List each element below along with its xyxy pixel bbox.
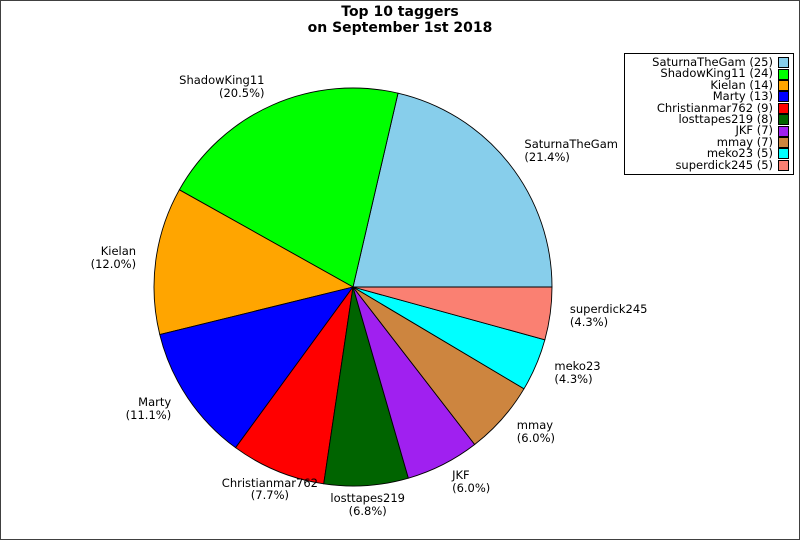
pie-slice-Kielan	[153, 189, 354, 336]
slice-label-Kielan: Kielan (12.0%)	[90, 243, 137, 271]
legend: SaturnaTheGam (25) ShadowKing11 (24) Kiela…	[624, 53, 794, 175]
chart-title-line-1: Top 10 taggers	[341, 4, 459, 20]
pie-slice-ShadowKing11	[178, 87, 399, 288]
legend-entry-SaturnaTheGam: SaturnaTheGam (25)	[629, 55, 789, 69]
slice-label-name: Marty	[138, 395, 172, 410]
slice-label-percent: (4.3%)	[569, 315, 609, 330]
slice-label-percent: (7.7%)	[250, 488, 289, 503]
slice-label-name: mmay	[516, 418, 554, 433]
legend-swatch-icon	[778, 159, 789, 171]
legend-entry-JKF: JKF (7)	[629, 123, 789, 138]
slice-label-percent: (6.8%)	[348, 504, 387, 519]
slice-label-Marty: Marty (11.1%)	[126, 396, 172, 422]
slice-label-name: JKF	[452, 468, 470, 483]
slice-label-JKF: JKF (6.0%)	[452, 469, 490, 495]
slice-label-percent: (20.5%)	[218, 85, 265, 100]
legend-entry-losttapes219: losttapes219 (8)	[629, 111, 789, 126]
legend-swatch-icon	[778, 125, 789, 137]
legend-label: losttapes219 (8)	[678, 111, 773, 126]
legend-swatch-icon	[778, 114, 789, 126]
legend-entry-Marty: Marty (13)	[629, 89, 789, 104]
pie-slice-SaturnaTheGam	[352, 92, 553, 288]
slice-label-name: losttapes219	[330, 491, 405, 506]
slice-label-name: ShadowKing11	[179, 72, 265, 87]
legend-label: mmay (7)	[716, 134, 773, 149]
legend-entry-ShadowKing11: ShadowKing11 (24)	[629, 66, 789, 81]
slice-label-meko23: meko23 (4.3%)	[554, 360, 600, 386]
legend-label: Kielan (14)	[710, 77, 773, 92]
slice-label-mmay: mmay (6.0%)	[517, 419, 555, 445]
slice-label-ShadowKing11: ShadowKing11 (20.5%)	[179, 74, 264, 100]
legend-entry-superdick245: superdick245 (5)	[629, 157, 789, 172]
legend-entry-Christianmar762: Christianmar762 (9)	[629, 100, 789, 115]
pie-slice-Marty	[159, 286, 354, 449]
slice-label-percent: (6.0%)	[516, 431, 555, 446]
legend-swatch-icon	[778, 57, 789, 69]
slice-label-percent: (6.0%)	[452, 481, 491, 496]
legend-swatch-icon	[778, 68, 789, 80]
slice-label-name: Christianmar762	[221, 475, 318, 490]
legend-entry-meko23: meko23 (5)	[629, 146, 789, 161]
pie-slice-Christianmar762	[235, 286, 354, 485]
legend-label: Marty (13)	[712, 89, 773, 104]
slice-label-superdick245: superdick245 (4.3%)	[570, 303, 648, 329]
legend-entry-Kielan: Kielan (14)	[629, 77, 789, 92]
slice-label-percent: (12.0%)	[90, 256, 137, 271]
legend-swatch-icon	[778, 91, 789, 103]
slice-label-name: superdick245	[569, 302, 648, 317]
chart-title: Top 10 taggers on September 1st 2018	[1, 4, 799, 36]
chart-title-line-2: on September 1st 2018	[307, 20, 493, 37]
legend-swatch-icon	[778, 136, 789, 148]
slice-label-name: Kielan	[100, 243, 137, 258]
slice-label-name: meko23	[554, 358, 601, 373]
slice-label-Christianmar762: Christianmar762 (7.7%)	[221, 475, 318, 503]
slice-label-SaturnaTheGam: SaturnaTheGam (21.4%)	[524, 138, 618, 164]
legend-label: ShadowKing11 (24)	[660, 66, 773, 81]
legend-swatch-icon	[778, 148, 789, 160]
legend-label: meko23 (5)	[706, 146, 773, 161]
legend-entry-mmay: mmay (7)	[629, 134, 789, 149]
legend-label: superdick245 (5)	[675, 157, 773, 172]
slice-label-percent: (11.1%)	[125, 407, 172, 422]
legend-label: Christianmar762 (9)	[656, 100, 773, 115]
legend-label: SaturnaTheGam (25)	[652, 55, 773, 69]
legend-swatch-icon	[778, 79, 789, 91]
slice-label-name: SaturnaTheGam	[524, 136, 618, 151]
legend-swatch-icon	[778, 102, 789, 114]
pie-slice-superdick245	[352, 286, 553, 341]
slice-label-losttapes219: losttapes219 (6.8%)	[330, 491, 405, 519]
legend-label: JKF (7)	[735, 123, 774, 138]
slice-label-percent: (4.3%)	[554, 371, 593, 386]
slice-label-percent: (21.4%)	[524, 149, 570, 164]
